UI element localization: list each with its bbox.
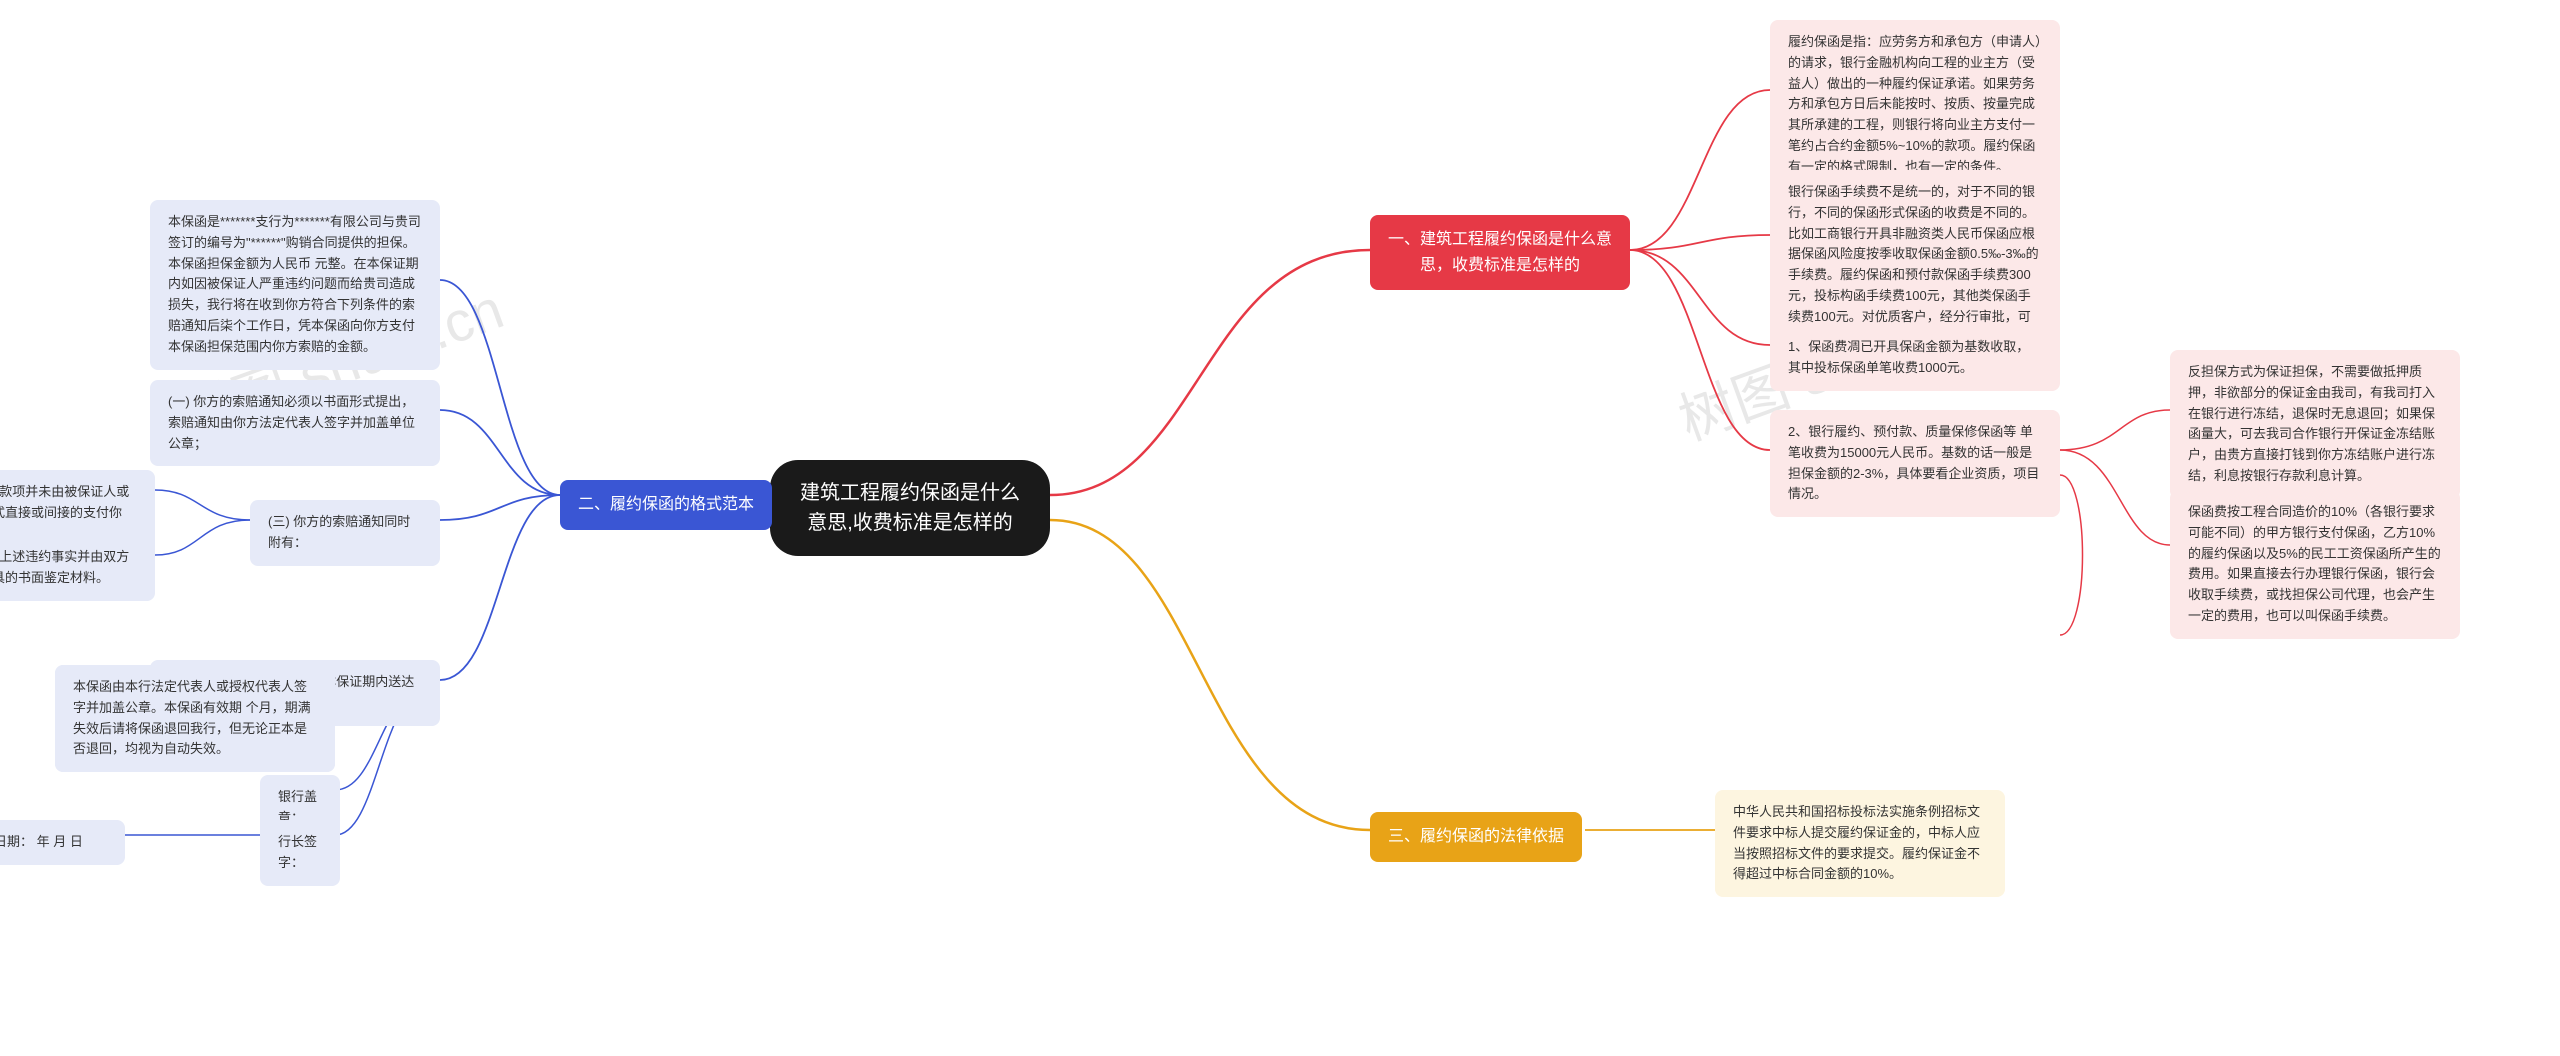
branch-2: 二、履约保函的格式范本 [560, 480, 772, 530]
branch2-leaf-1: 本保函是*******支行为*******有限公司与贵司签订的编号为"*****… [150, 200, 440, 370]
branch-1: 一、建筑工程履约保函是什么意思，收费标准是怎样的 [1370, 215, 1630, 290]
branch3-leaf-1: 中华人民共和国招标投标法实施条例招标文件要求中标人提交履约保证金的，中标人应当按… [1715, 790, 2005, 897]
center-node: 建筑工程履约保函是什么意思,收费标准是怎样的 [770, 460, 1050, 556]
branch2-leaf-3-child3-sub: 签发日期： 年 月 日 [0, 820, 125, 865]
branch1-leaf-4: 2、银行履约、预付款、质量保修保函等 单笔收费为15000元人民币。基数的话一般… [1770, 410, 2060, 517]
branch1-leaf-3: 1、保函费凋已开具保函金额为基数收取，其中投标保函单笔收费1000元。 [1770, 325, 2060, 391]
branch2-leaf-3-child3: 行长签字： [260, 820, 340, 886]
branch2-leaf-3-child1: 本保函由本行法定代表人或授权代表人签字并加盖公章。本保函有效期 个月，期满失效后… [55, 665, 335, 772]
branch1-leaf-1: 履约保函是指：应劳务方和承包方（申请人）的请求，银行金融机构向工程的业主方（受益… [1770, 20, 2060, 190]
branch1-leaf-4-sub2: 保函费按工程合同造价的10%（各银行要求可能不同）的甲方银行支付保函，乙方10%… [2170, 490, 2460, 639]
branch2-leaf-4: (三) 你方的索赔通知同时附有： [250, 500, 440, 566]
branch-3: 三、履约保函的法律依据 [1370, 812, 1582, 862]
branch2-leaf-2: (一) 你方的索赔通知必须以书面形式提出，索赔通知由你方法定代表人签字并加盖单位… [150, 380, 440, 466]
branch1-leaf-4-sub1: 反担保方式为保证担保，不需要做抵押质押，非欲部分的保证金由我司，有我司打入在银行… [2170, 350, 2460, 499]
branch2-leaf-4-sub2: 2、证明被保证人有上述违约事实并由双方认可的权威机构出具的书面鉴定材料。 [0, 535, 155, 601]
